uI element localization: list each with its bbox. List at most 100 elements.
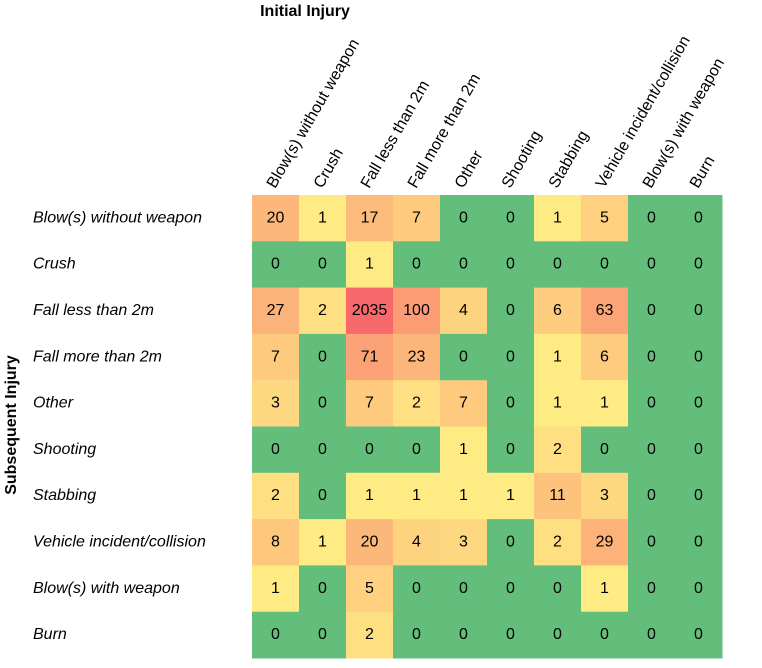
cell	[534, 611, 582, 659]
cell-label: 20	[267, 209, 285, 226]
cell	[675, 519, 723, 566]
cell-label: 0	[271, 441, 280, 458]
cell	[346, 519, 394, 566]
cell-label: 1	[553, 348, 562, 365]
cell-label: 0	[600, 441, 609, 458]
cell	[393, 472, 441, 520]
cell	[581, 195, 629, 242]
cell-label: 29	[596, 533, 614, 550]
cell-label: 0	[647, 487, 656, 504]
cell	[534, 426, 582, 474]
cell	[581, 611, 629, 659]
cell	[252, 287, 300, 335]
cell	[628, 472, 676, 520]
column-label: Vehicle incident/collision	[593, 33, 694, 191]
cell-label: 0	[459, 209, 468, 226]
cell-label: 0	[647, 209, 656, 226]
cell-label: 0	[694, 302, 703, 319]
cell	[346, 333, 394, 381]
cell-label: 0	[694, 256, 703, 273]
cell	[487, 287, 535, 335]
cell-label: 0	[553, 580, 562, 597]
cell	[534, 195, 582, 242]
row-label: Burn	[33, 626, 67, 643]
row-label: Vehicle incident/collision	[33, 533, 206, 550]
cell	[675, 380, 723, 427]
cell-label: 0	[365, 441, 374, 458]
cell	[346, 565, 394, 613]
column-label: Stabbing	[546, 128, 592, 191]
cell	[581, 426, 629, 474]
cell	[440, 241, 488, 289]
cell-label: 2	[553, 533, 562, 550]
cell	[299, 472, 347, 520]
cell-label: 0	[506, 533, 515, 550]
cell	[440, 287, 488, 335]
cell	[252, 565, 300, 613]
cell	[581, 472, 629, 520]
cell	[393, 195, 441, 242]
cell	[628, 195, 676, 242]
cell	[252, 426, 300, 474]
cell-label: 3	[600, 487, 609, 504]
cell	[487, 611, 535, 659]
cell-label: 0	[694, 626, 703, 643]
column-label: Blow(s) without weapon	[264, 36, 363, 191]
cell	[252, 472, 300, 520]
row-label: Fall more than 2m	[33, 348, 162, 365]
cell	[581, 565, 629, 613]
cell	[487, 426, 535, 474]
cell-label: 0	[506, 209, 515, 226]
cell-label: 23	[408, 348, 426, 365]
cell	[581, 380, 629, 427]
cell-label: 1	[271, 580, 280, 597]
cell	[393, 380, 441, 427]
cell-label: 0	[600, 626, 609, 643]
cell	[534, 380, 582, 427]
cell	[675, 287, 723, 335]
cell-label: 0	[318, 441, 327, 458]
cell	[487, 519, 535, 566]
cell	[440, 472, 488, 520]
cell	[393, 287, 441, 335]
cell	[581, 241, 629, 289]
row-label: Blow(s) without weapon	[33, 209, 202, 226]
cell	[440, 611, 488, 659]
cell	[628, 611, 676, 659]
cell-label: 0	[459, 580, 468, 597]
row-label: Fall less than 2m	[33, 302, 154, 319]
column-label: Other	[452, 147, 487, 191]
cell	[675, 611, 723, 659]
column-label: Burn	[687, 153, 719, 191]
cell-label: 8	[271, 533, 280, 550]
cell	[487, 565, 535, 613]
cell-label: 0	[506, 626, 515, 643]
cell	[675, 241, 723, 289]
cell	[393, 611, 441, 659]
cell-label: 0	[459, 626, 468, 643]
cell-label: 100	[403, 302, 430, 319]
cell	[393, 241, 441, 289]
row-label: Shooting	[33, 441, 96, 458]
cell	[346, 472, 394, 520]
cell-label: 6	[553, 302, 562, 319]
cell-label: 0	[647, 533, 656, 550]
cell-label: 1	[553, 395, 562, 412]
cell-label: 0	[694, 487, 703, 504]
cell-label: 0	[553, 256, 562, 273]
cell	[393, 519, 441, 566]
cell	[346, 426, 394, 474]
cell-label: 2035	[352, 302, 388, 319]
cell-label: 0	[694, 395, 703, 412]
cell-label: 1	[318, 533, 327, 550]
cell-label: 0	[412, 626, 421, 643]
cell	[252, 380, 300, 427]
cell	[534, 241, 582, 289]
cell	[581, 333, 629, 381]
cell-label: 1	[459, 487, 468, 504]
cell-label: 5	[600, 209, 609, 226]
cell-label: 5	[365, 580, 374, 597]
cell	[393, 333, 441, 381]
cell	[346, 611, 394, 659]
